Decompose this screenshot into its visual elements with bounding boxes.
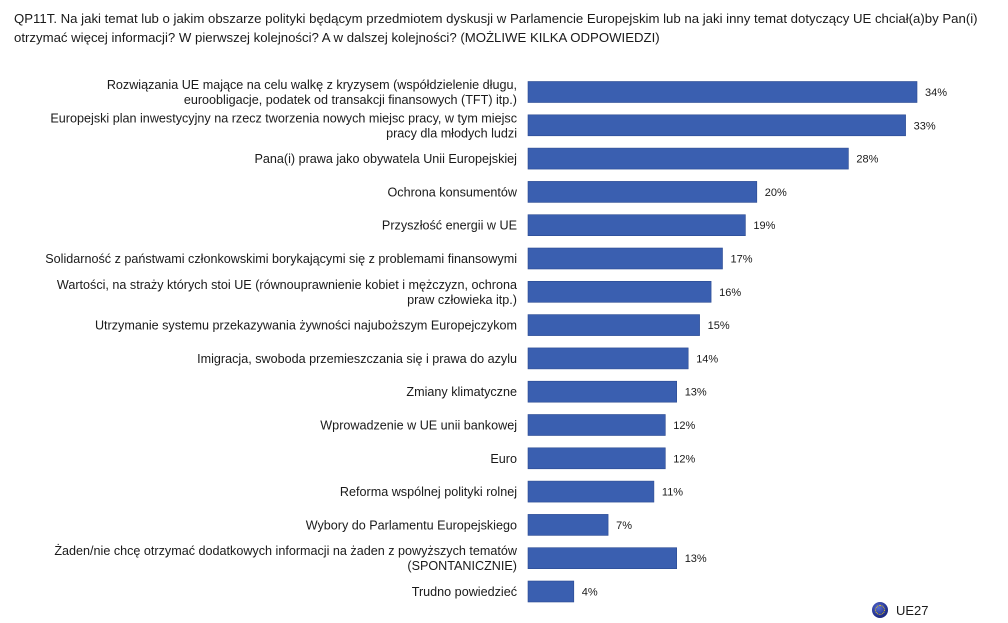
- question-title: QP11T. Na jaki temat lub o jakim obszarz…: [14, 11, 978, 45]
- value-label: 4%: [582, 587, 598, 599]
- value-label: 14%: [696, 353, 718, 365]
- category-label: Żaden/nie chcę otrzymać dodatkowych info…: [54, 544, 518, 558]
- category-label: Reforma wspólnej polityki rolnej: [340, 485, 517, 499]
- bar: [527, 547, 677, 570]
- category-label: Zmiany klimatyczne: [406, 385, 517, 399]
- category-label: Pana(i) prawa jako obywatela Unii Europe…: [254, 152, 517, 166]
- bar: [527, 181, 758, 203]
- category-label: Euro: [490, 452, 517, 466]
- bar: [527, 314, 700, 336]
- eu-globe-icon: [872, 602, 888, 618]
- bar: [527, 81, 918, 103]
- bar: [527, 380, 677, 403]
- bar: [527, 147, 849, 170]
- bar: [527, 514, 609, 536]
- category-label: Imigracja, swoboda przemieszczania się i…: [197, 352, 517, 366]
- bar: [527, 114, 906, 137]
- category-label: Wybory do Parlamentu Europejskiego: [306, 518, 517, 532]
- category-label: Rozwiązania UE mające na celu walkę z kr…: [107, 78, 517, 92]
- category-label: Solidarność z państwami członkowskimi bo…: [45, 252, 517, 266]
- category-label: (SPONTANICZNIE): [407, 559, 517, 573]
- value-label: 7%: [616, 520, 632, 532]
- category-label: pracy dla młodych ludzi: [386, 126, 517, 140]
- legend-label: UE27: [896, 602, 929, 618]
- value-label: 12%: [673, 453, 695, 465]
- category-label: euroobligacje, podatek od transakcji fin…: [184, 93, 517, 107]
- value-label: 34%: [925, 87, 947, 99]
- value-label: 13%: [685, 387, 707, 399]
- bar: [527, 447, 666, 470]
- bar: [527, 280, 712, 303]
- legend: UE27: [872, 602, 929, 618]
- value-label: 28%: [856, 154, 878, 166]
- category-label: Wprowadzenie w UE unii bankowej: [320, 419, 517, 433]
- category-label: Utrzymanie systemu przekazywania żywnośc…: [95, 319, 517, 333]
- category-label: Ochrona konsumentów: [387, 185, 517, 199]
- category-label: Przyszłość energii w UE: [382, 219, 517, 233]
- bar: [527, 247, 723, 270]
- bar: [527, 214, 746, 236]
- value-label: 11%: [662, 487, 683, 499]
- category-label: Wartości, na straży których stoi UE (rów…: [57, 278, 517, 292]
- value-label: 17%: [731, 254, 753, 266]
- value-label: 12%: [673, 420, 695, 432]
- category-label: praw człowieka itp.): [407, 293, 517, 307]
- value-label: 13%: [685, 553, 707, 565]
- value-label: 15%: [708, 320, 730, 332]
- value-label: 16%: [719, 287, 741, 299]
- category-label: Europejski plan inwestycyjny na rzecz tw…: [50, 111, 517, 125]
- category-label: Trudno powiedzieć: [412, 585, 517, 599]
- bar: [527, 414, 666, 436]
- value-label: 33%: [914, 120, 936, 132]
- bar: [527, 580, 575, 603]
- bar: [527, 347, 689, 370]
- bar: [527, 480, 655, 503]
- value-label: 19%: [753, 220, 775, 232]
- value-label: 20%: [765, 187, 787, 199]
